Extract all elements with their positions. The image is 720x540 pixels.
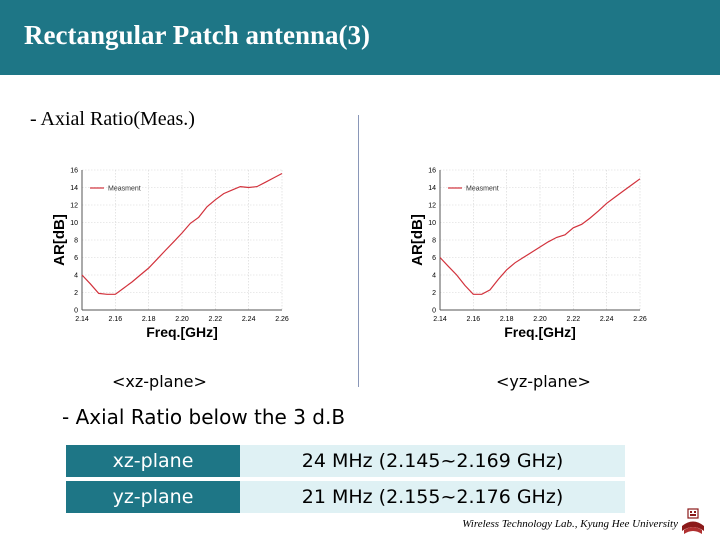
plane-cell: yz-plane [66,481,240,513]
y-tick-label: 14 [428,185,436,192]
y-tick-label: 12 [70,203,78,210]
x-tick-label: 2.22 [209,316,223,323]
legend-label: Measment [466,186,499,193]
bandwidth-table: xz-plane 24 MHz (2.145~2.169 GHz) yz-pla… [66,441,625,517]
x-tick-label: 2.16 [467,316,481,323]
x-tick-label: 2.26 [633,316,647,323]
xz-plane-caption: <xz-plane> [112,372,207,391]
y-tick-label: 6 [74,255,78,262]
y-tick-label: 16 [70,168,78,175]
yz-plane-caption: <yz-plane> [496,372,591,391]
y-axis-title: AR[dB] [51,214,68,266]
x-tick-label: 2.22 [567,316,581,323]
y-tick-label: 4 [74,273,78,280]
x-tick-label: 2.16 [109,316,123,323]
y-tick-label: 8 [432,238,436,245]
y-tick-label: 12 [428,203,436,210]
axial-ratio-note: - Axial Ratio below the 3 d.B [62,405,346,429]
x-tick-label: 2.26 [275,316,289,323]
title-bar: Rectangular Patch antenna(3) [0,0,720,75]
slide-subtitle: - Axial Ratio(Meas.) [30,108,195,130]
y-tick-label: 0 [74,308,78,315]
slide-title: Rectangular Patch antenna(3) [24,20,370,50]
chart-xz-plane: 2.14 2.16 2.18 2.20 2.22 2.24 2.26 0 2 4 6 8 10 12 14 1… [51,168,289,341]
footer-text: Wireless Technology Lab., Kyung Hee Univ… [462,518,678,530]
x-tick-label: 2.20 [533,316,547,323]
x-tick-label: 2.14 [75,316,89,323]
y-tick-label: 14 [70,185,78,192]
y-tick-label: 4 [432,273,436,280]
x-axis-title: Freq.[GHz] [504,324,576,340]
table-row: yz-plane 21 MHz (2.155~2.176 GHz) [66,481,625,513]
chart-yz-plane: 2.14 2.16 2.18 2.20 2.22 2.24 2.26 0 2 4 6 8 10 12 14 1… [409,168,647,341]
plane-cell: xz-plane [66,445,240,477]
university-logo-icon [682,508,704,534]
table-row: xz-plane 24 MHz (2.145~2.169 GHz) [66,445,625,477]
x-tick-label: 2.18 [142,316,156,323]
x-tick-label: 2.18 [500,316,514,323]
bandwidth-cell: 24 MHz (2.145~2.169 GHz) [240,445,625,477]
y-tick-label: 2 [432,290,436,297]
series-line-measment [81,172,283,295]
y-tick-label: 2 [74,290,78,297]
y-tick-label: 10 [70,220,78,227]
x-tick-label: 2.24 [600,316,614,323]
bandwidth-cell: 21 MHz (2.155~2.176 GHz) [240,481,625,513]
x-tick-label: 2.24 [242,316,256,323]
y-tick-label: 6 [432,255,436,262]
legend-label: Measment [108,186,141,193]
y-tick-label: 16 [428,168,436,175]
y-tick-label: 8 [74,238,78,245]
x-axis-title: Freq.[GHz] [146,324,218,340]
series-line-measment [439,178,641,295]
y-tick-label: 0 [432,308,436,315]
y-tick-label: 10 [428,220,436,227]
x-tick-label: 2.20 [175,316,189,323]
y-axis-title: AR[dB] [409,214,426,266]
x-tick-label: 2.14 [433,316,447,323]
chart-divider [358,115,359,387]
